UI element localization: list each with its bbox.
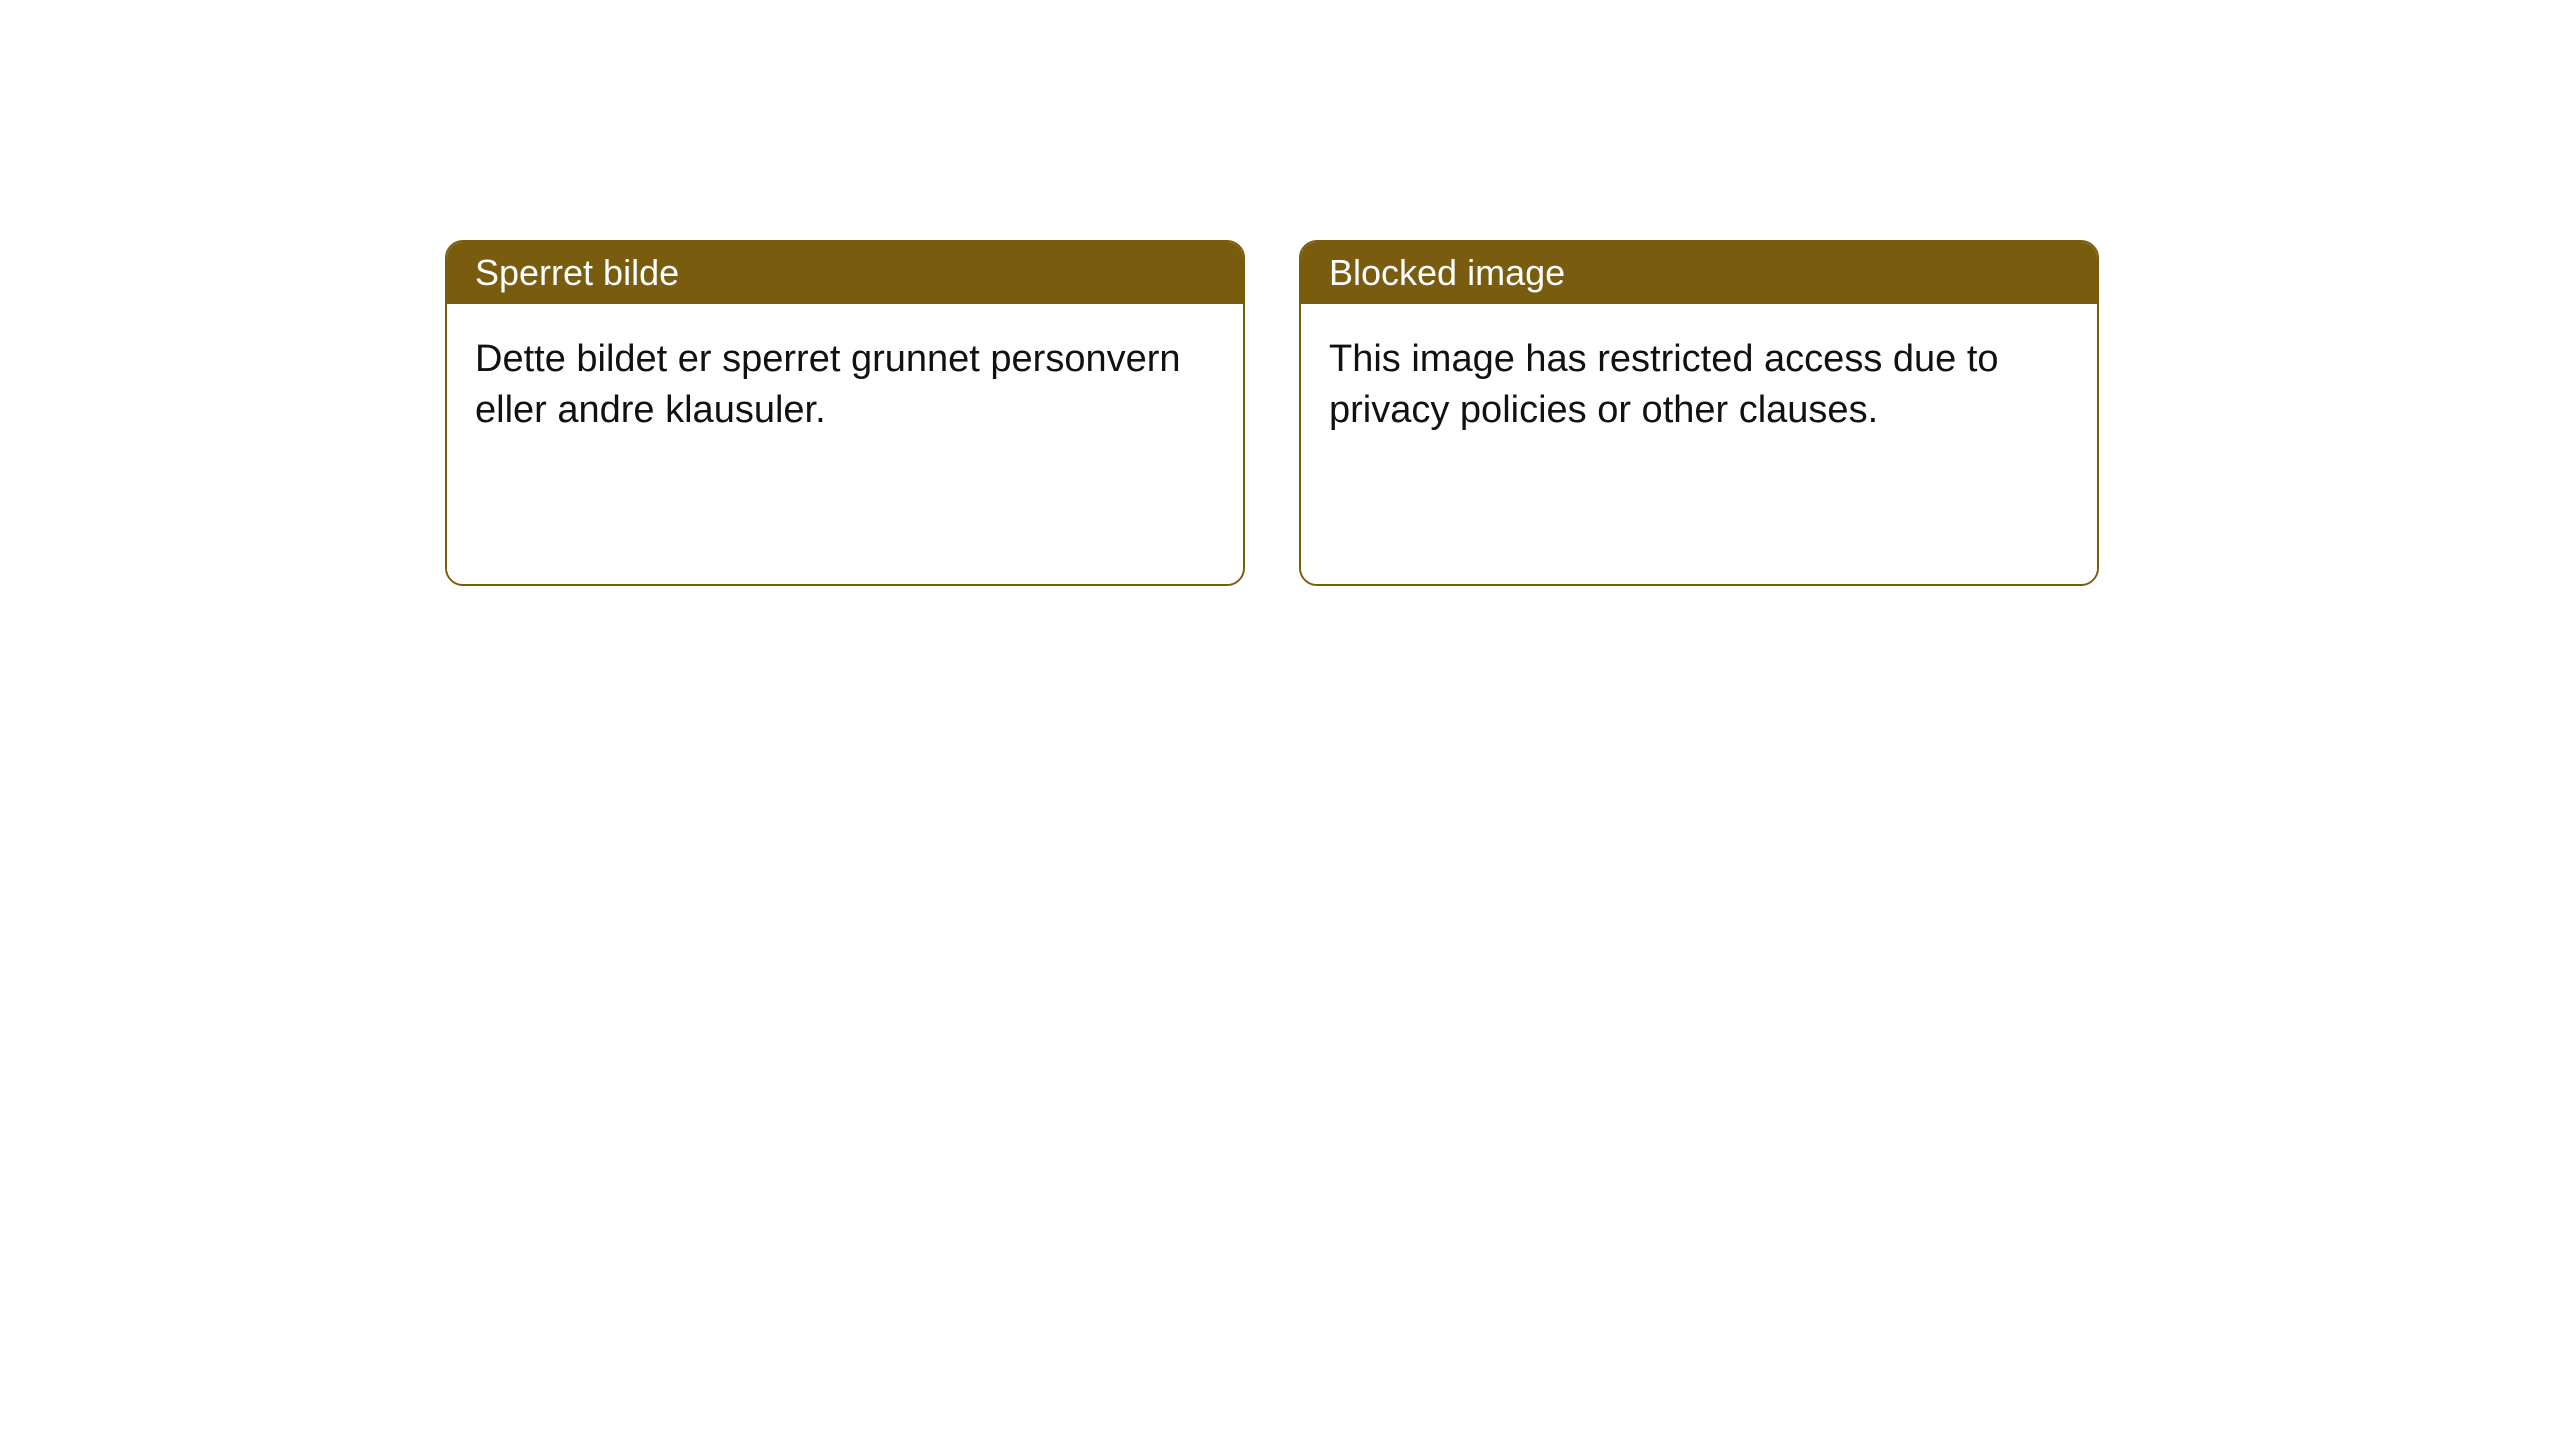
blocked-image-card-english: Blocked image This image has restricted … <box>1299 240 2099 586</box>
card-header: Blocked image <box>1301 242 2097 304</box>
card-header: Sperret bilde <box>447 242 1243 304</box>
card-body: This image has restricted access due to … <box>1301 304 2097 584</box>
blocked-image-notice-container: Sperret bilde Dette bildet er sperret gr… <box>0 0 2560 586</box>
card-body: Dette bildet er sperret grunnet personve… <box>447 304 1243 584</box>
blocked-image-card-norwegian: Sperret bilde Dette bildet er sperret gr… <box>445 240 1245 586</box>
